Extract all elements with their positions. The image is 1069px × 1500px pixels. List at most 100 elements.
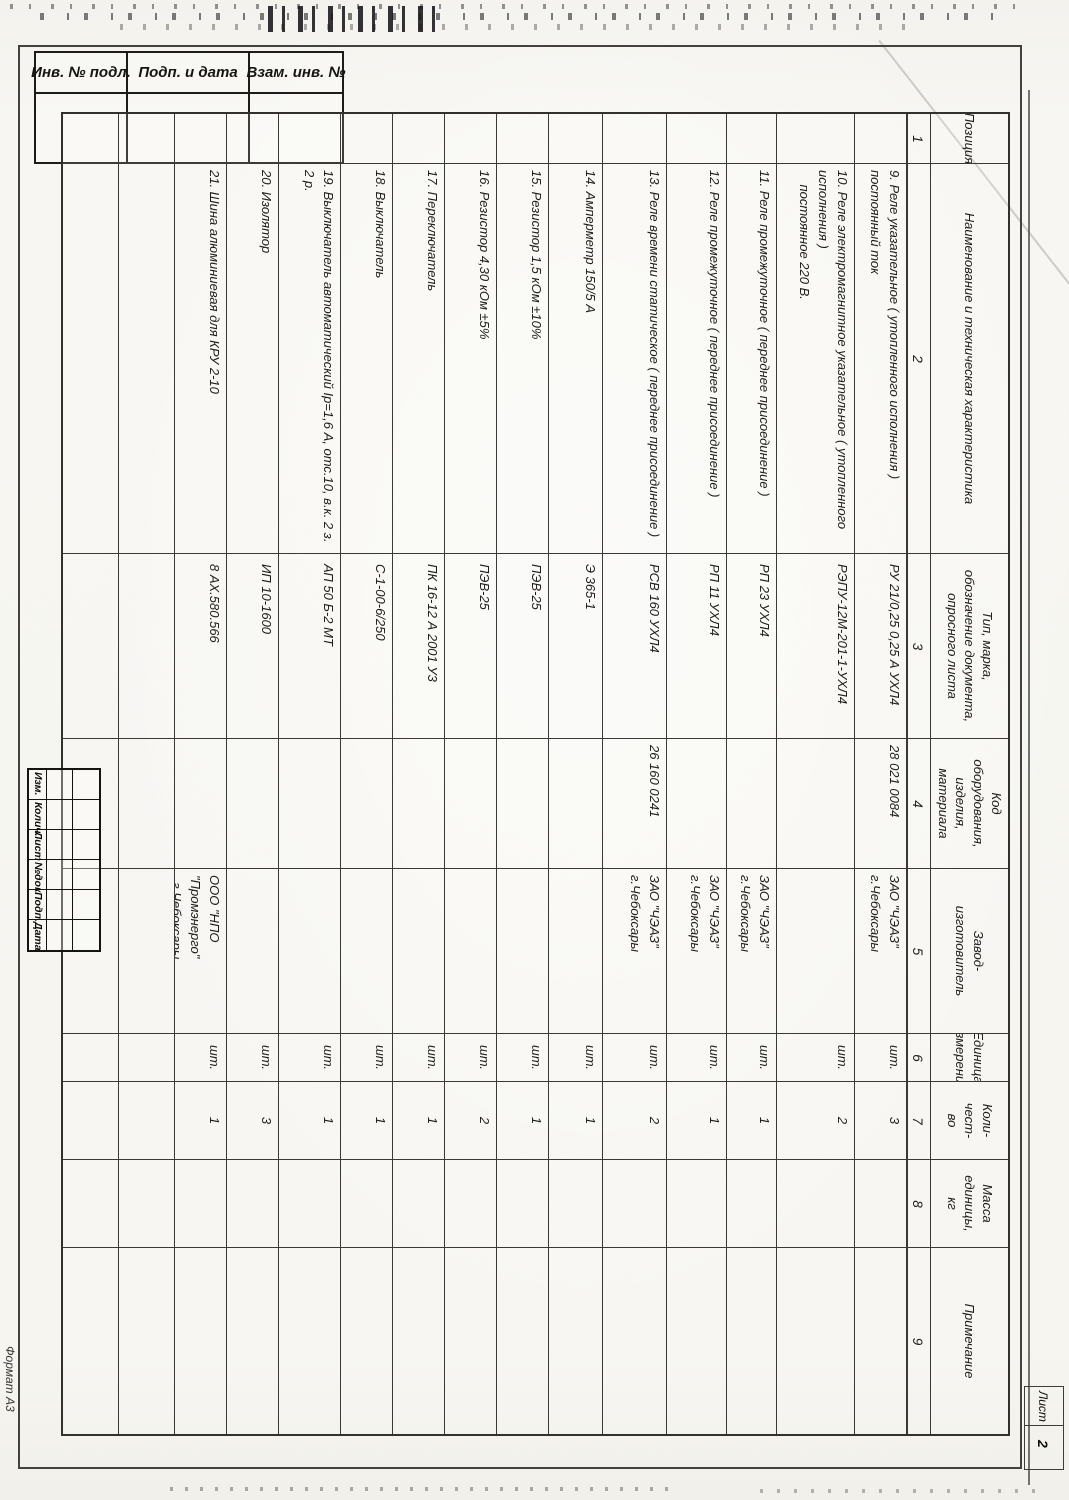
spec-cell-unit: шт. (496, 1034, 548, 1082)
spec-cell-unit: шт. (278, 1034, 340, 1082)
column-header: Масса единицы, кг (930, 1160, 1008, 1248)
revision-table: Изм. Колич. Лист №док. Подп. Дата (27, 768, 101, 952)
column-number: 8 (906, 1160, 930, 1248)
spec-cell-note (726, 1248, 776, 1434)
spec-cell-manuf: ООО "НПО "Промэнерго" г.Чебоксары (174, 869, 226, 1034)
revision-empty-cell (47, 920, 73, 950)
stamp-empty-cell (128, 94, 250, 162)
column-number: 7 (906, 1082, 930, 1160)
sheet-edge-line (1028, 90, 1030, 1485)
spec-cell-manuf (776, 869, 854, 1034)
column-header: Наименование и техническая характеристик… (930, 164, 1008, 554)
spec-cell-unit: шт. (666, 1034, 726, 1082)
spec-cell-pos (444, 114, 496, 164)
spec-cell-qty: 1 (666, 1082, 726, 1160)
spec-cell-name: 15. Резистор 1,5 кОм ±10% (496, 164, 548, 554)
empty-cell (118, 1248, 174, 1434)
revision-empty-cell (47, 770, 73, 800)
spec-cell-note (666, 1248, 726, 1434)
column-number: 6 (906, 1034, 930, 1082)
revision-empty-cell (73, 800, 99, 830)
spec-cell-code (776, 739, 854, 869)
column-header: Примечание (930, 1248, 1008, 1434)
revision-label-cell: Дата (29, 920, 47, 951)
scan-noise-top (120, 24, 920, 30)
spec-cell-manuf: ЗАО "ЧЭАЗ" г.Чебоксары (726, 869, 776, 1034)
spec-cell-note (776, 1248, 854, 1434)
spec-cell-type: РУ 21/0,25 0,25 А УХЛ4 (854, 554, 906, 739)
spec-cell-code (444, 739, 496, 869)
empty-cell (118, 869, 174, 1034)
spec-cell-pos (340, 114, 392, 164)
column-number: 5 (906, 869, 930, 1034)
spec-cell-mass (278, 1160, 340, 1248)
spec-cell-name: 14. Амперметр 150/5 А (548, 164, 602, 554)
column-number: 4 (906, 739, 930, 869)
empty-cell (63, 114, 118, 164)
spec-cell-type: РЭПУ-12М-201-1-УХЛ4 (776, 554, 854, 739)
spec-cell-type: ПК 16-12 А 2001 У3 (392, 554, 444, 739)
spec-cell-code (278, 739, 340, 869)
spec-cell-note (174, 1248, 226, 1434)
spec-cell-note (278, 1248, 340, 1434)
spec-cell-qty: 1 (726, 1082, 776, 1160)
sheet-number-box: Лист 2 (1024, 1386, 1064, 1470)
spec-cell-pos (726, 114, 776, 164)
spec-cell-mass (444, 1160, 496, 1248)
revision-empty-cell (47, 800, 73, 830)
stamp-label-podp-data: Подп. и дата (128, 53, 250, 94)
spec-cell-qty: 1 (548, 1082, 602, 1160)
column-header: Завод- изготовитель (930, 869, 1008, 1034)
revision-label-cell: Подп. (29, 890, 47, 922)
scan-noise-bottom (760, 1489, 1040, 1493)
spec-cell-code (726, 739, 776, 869)
spec-cell-unit: шт. (392, 1034, 444, 1082)
spec-cell-mass (392, 1160, 444, 1248)
spec-cell-type: АП 50 Б-2 МТ (278, 554, 340, 739)
column-header: Коли- чест- во (930, 1082, 1008, 1160)
spec-cell-mass (548, 1160, 602, 1248)
revision-label: Подп. (32, 892, 44, 922)
empty-cell (118, 554, 174, 739)
empty-cell (63, 1034, 118, 1082)
spec-cell-type: С-1-00-6/250 (340, 554, 392, 739)
spec-cell-note (548, 1248, 602, 1434)
spec-cell-mass (602, 1160, 666, 1248)
column-header: Единица измерения (930, 1034, 1008, 1082)
spec-cell-code (666, 739, 726, 869)
scan-noise-cluster (268, 6, 438, 32)
stamp-empty-cell (36, 94, 128, 162)
revision-label: Изм. (32, 772, 44, 796)
empty-cell (118, 1082, 174, 1160)
spec-cell-code (174, 739, 226, 869)
sheet-number-cell: 2 (1025, 1426, 1063, 1468)
spec-cell-name: 20. Изолятор (226, 164, 278, 554)
revision-label: Дата (32, 922, 44, 951)
spec-cell-name: 18. Выключатель (340, 164, 392, 554)
spec-cell-code (340, 739, 392, 869)
format-label: Формат А3 (3, 1346, 17, 1412)
margin-stamp-strip: Инв. № подл. Подп. и дата Взам. инв. № (31, 51, 346, 164)
spec-cell-code (226, 739, 278, 869)
spec-cell-note (340, 1248, 392, 1434)
spec-cell-manuf: ЗАО "ЧЭАЗ" г.Чебоксары (602, 869, 666, 1034)
spec-cell-type: РП 23 УХЛ4 (726, 554, 776, 739)
sheet-number: 2 (1035, 1440, 1051, 1448)
column-header: Тип, марка, обозначение документа, опрос… (930, 554, 1008, 739)
spec-cell-unit: шт. (174, 1034, 226, 1082)
revision-label-cell: Изм. (29, 770, 47, 800)
spec-cell-note (602, 1248, 666, 1434)
format-label-wrap: Формат А3 (2, 1346, 20, 1436)
sheet-label: Лист (1036, 1391, 1050, 1422)
spec-cell-pos (392, 114, 444, 164)
spec-cell-note (854, 1248, 906, 1434)
spec-cell-qty: 2 (444, 1082, 496, 1160)
spec-cell-manuf: ЗАО "ЧЭАЗ" г.Чебоксары (854, 869, 906, 1034)
spec-cell-note (444, 1248, 496, 1434)
spec-cell-qty: 1 (278, 1082, 340, 1160)
spec-cell-qty: 2 (776, 1082, 854, 1160)
spec-cell-pos (776, 114, 854, 164)
spec-cell-pos (278, 114, 340, 164)
empty-cell (63, 164, 118, 554)
spec-cell-pos (666, 114, 726, 164)
